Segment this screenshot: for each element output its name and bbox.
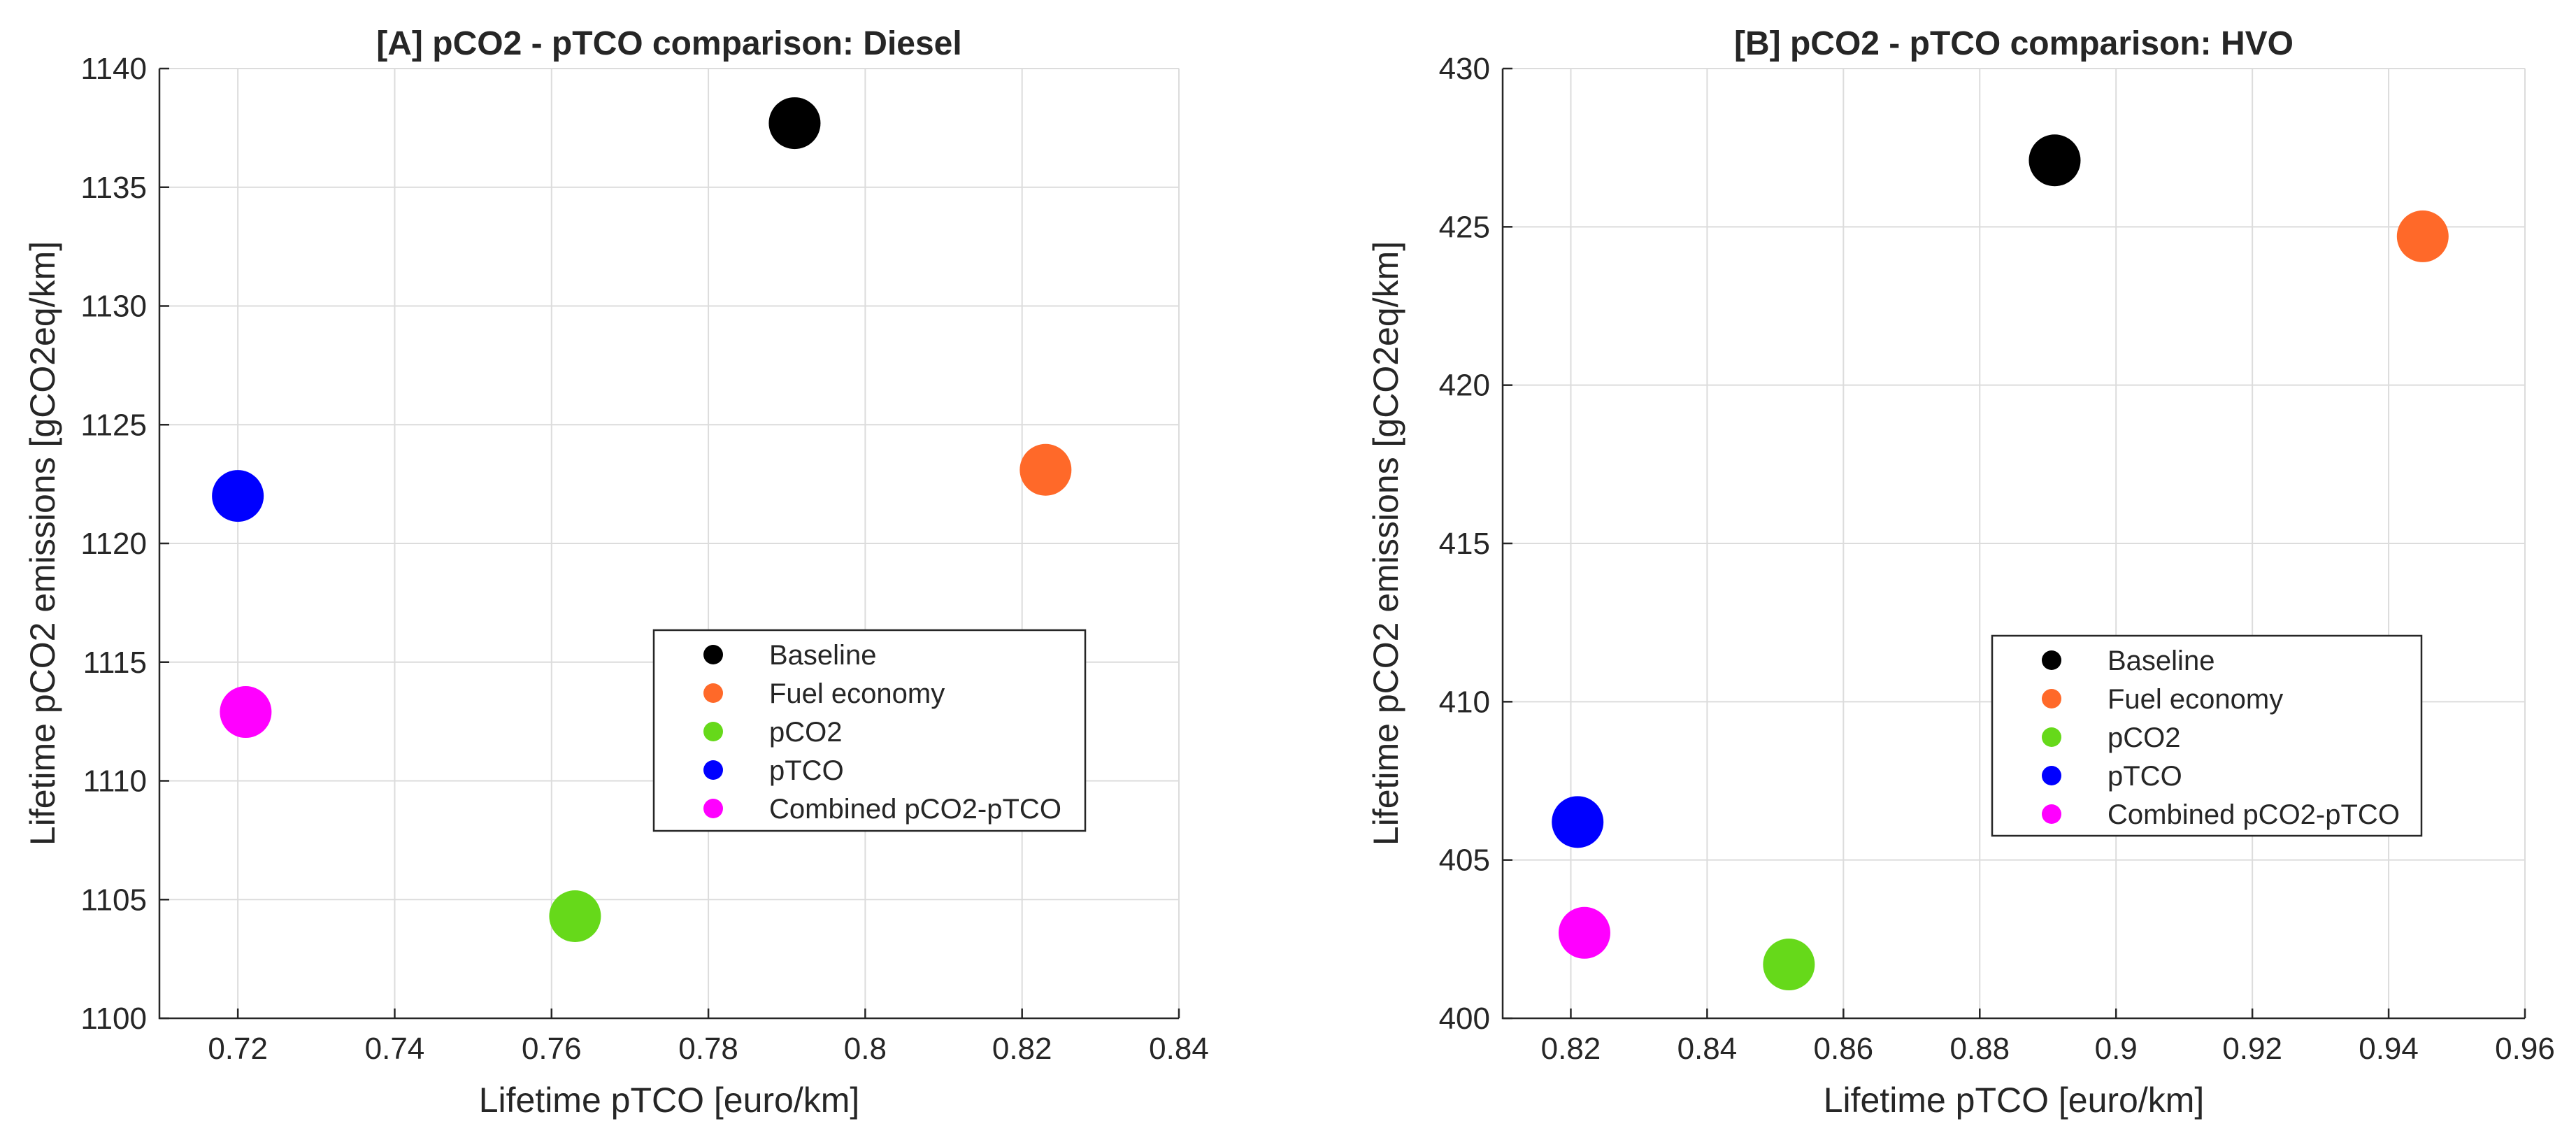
x-tick-label: 0.88 xyxy=(1949,1032,2010,1066)
legend-label-combined-pco2-ptco: Combined pCO2-pTCO xyxy=(2108,799,2400,830)
data-point-combined-pco2-ptco xyxy=(220,686,272,739)
data-point-pco2 xyxy=(549,890,601,943)
legend: Baseline Fuel economy pCO2 pTCO Combined pCO… xyxy=(652,629,1087,832)
y-tick-label: 430 xyxy=(1439,52,1490,86)
chart-panel-b: 0.82 0.84 0.86 0.88 0.9 0.92 0.94 0.96 400 405 410… xyxy=(1366,25,2555,1120)
legend: Baseline Fuel economy pCO2 pTCO Combined pCO… xyxy=(1991,634,2423,837)
legend-marker-pco2 xyxy=(703,722,723,741)
legend-label-baseline: Baseline xyxy=(769,640,876,671)
y-tick-label: 1105 xyxy=(80,883,147,917)
x-tick-label: 0.8 xyxy=(844,1032,887,1066)
x-tick-label: 0.9 xyxy=(2095,1032,2138,1066)
grid xyxy=(1503,68,2526,1019)
x-axis-label: Lifetime pTCO [euro/km] xyxy=(479,1081,860,1120)
y-tick-label: 1135 xyxy=(80,171,147,205)
legend-marker-baseline xyxy=(2042,650,2061,670)
legend-marker-ptco xyxy=(2042,766,2061,785)
legend-label-pco2: pCO2 xyxy=(769,717,843,748)
y-axis-label: Lifetime pCO2 emissions [gCO2eq/km] xyxy=(1366,241,1405,846)
data-point-combined-pco2-ptco xyxy=(1558,906,1610,959)
data-point-ptco xyxy=(1552,796,1604,848)
x-tick-label: 0.72 xyxy=(208,1032,268,1066)
x-tick-label: 0.76 xyxy=(522,1032,582,1066)
legend-label-pco2: pCO2 xyxy=(2108,722,2181,753)
legend-box xyxy=(652,629,1087,832)
legend-marker-baseline xyxy=(703,645,723,664)
data-point-fuel-economy xyxy=(2396,210,2449,262)
legend-label-baseline: Baseline xyxy=(2108,646,2214,676)
legend-marker-pco2 xyxy=(2042,727,2061,747)
data-point-baseline xyxy=(768,97,821,150)
x-tick-label: 0.84 xyxy=(1149,1032,1209,1066)
x-tick-label: 0.78 xyxy=(678,1032,738,1066)
legend-label-fuel-economy: Fuel economy xyxy=(2108,684,2283,715)
y-tick-label: 1140 xyxy=(80,52,147,86)
legend-label-fuel-economy: Fuel economy xyxy=(769,678,945,709)
x-tick-label: 0.82 xyxy=(992,1032,1052,1066)
x-tick-label: 0.74 xyxy=(365,1032,425,1066)
legend-box xyxy=(1991,634,2423,837)
y-tick-label: 1100 xyxy=(80,1002,147,1036)
legend-label-ptco: pTCO xyxy=(769,755,844,786)
legend-marker-fuel-economy xyxy=(2042,689,2061,708)
legend-label-combined-pco2-ptco: Combined pCO2-pTCO xyxy=(769,794,1061,825)
legend-label-ptco: pTCO xyxy=(2108,761,2182,792)
chart-title: [A] pCO2 - pTCO comparison: Diesel xyxy=(376,25,961,62)
y-tick-label: 1125 xyxy=(80,408,147,442)
y-tick-label: 1110 xyxy=(83,764,147,799)
data-point-baseline xyxy=(2028,134,2081,187)
data-point-ptco xyxy=(212,470,264,522)
y-tick-label: 415 xyxy=(1439,527,1490,561)
x-tick-label: 0.84 xyxy=(1677,1032,1738,1066)
grid xyxy=(159,68,1180,1019)
y-tick-label: 1115 xyxy=(83,646,147,680)
legend-marker-ptco xyxy=(703,760,723,780)
y-tick-label: 400 xyxy=(1439,1002,1490,1036)
x-tick-label: 0.82 xyxy=(1541,1032,1601,1066)
y-tick-label: 1130 xyxy=(80,290,147,324)
y-tick-label: 405 xyxy=(1439,843,1490,878)
y-tick-label: 410 xyxy=(1439,685,1490,719)
y-tick-label: 425 xyxy=(1439,210,1490,244)
data-point-pco2 xyxy=(1763,939,1815,991)
x-tick-label: 0.86 xyxy=(1814,1032,1874,1066)
x-axis-label: Lifetime pTCO [euro/km] xyxy=(1824,1081,2205,1120)
x-tick-label: 0.94 xyxy=(2359,1032,2419,1066)
y-tick-label: 1120 xyxy=(80,527,147,561)
x-tick-label: 0.96 xyxy=(2495,1032,2555,1066)
data-point-fuel-economy xyxy=(1019,443,1072,496)
y-tick-label: 420 xyxy=(1439,369,1490,403)
chart-title: [B] pCO2 - pTCO comparison: HVO xyxy=(1734,25,2294,62)
chart-panel-a: 0.72 0.74 0.76 0.78 0.8 0.82 0.84 1100 1105 1110 1… xyxy=(23,25,1209,1120)
legend-marker-combined-pco2-ptco xyxy=(703,799,723,818)
y-axis-label: Lifetime pCO2 emissions [gCO2eq/km] xyxy=(23,241,62,846)
legend-marker-combined-pco2-ptco xyxy=(2042,804,2061,824)
legend-marker-fuel-economy xyxy=(703,683,723,703)
x-tick-label: 0.92 xyxy=(2222,1032,2282,1066)
